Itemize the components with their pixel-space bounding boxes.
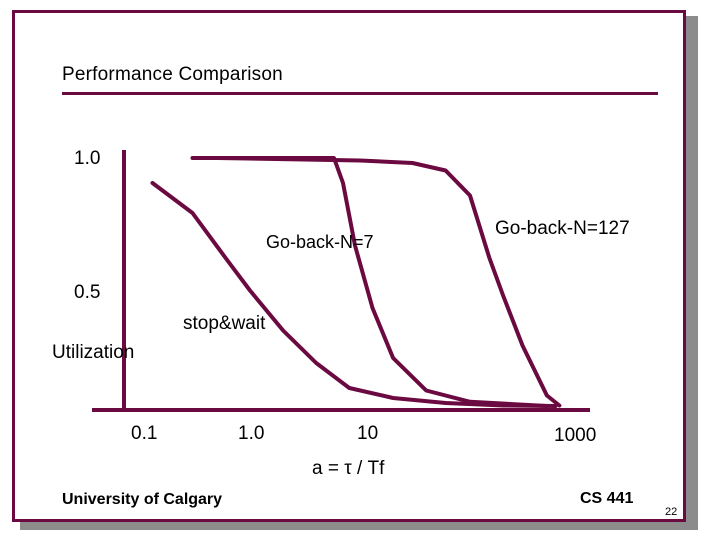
footer-university: University of Calgary bbox=[62, 491, 223, 508]
label-go-back-n-127: Go-back-N=127 bbox=[495, 218, 630, 239]
title-underline bbox=[62, 92, 658, 95]
label-go-back-n-7: Go-back-N=7 bbox=[266, 232, 374, 252]
y-axis-label: Utilization bbox=[52, 342, 135, 363]
x-tick-0-1: 0.1 bbox=[131, 423, 158, 444]
page-number: 22 bbox=[665, 506, 678, 518]
x-axis-label: a = τ / Tf bbox=[312, 458, 385, 479]
curve-stop-wait bbox=[150, 181, 558, 408]
label-stop-and-wait: stop&wait bbox=[183, 313, 266, 334]
x-tick-10: 10 bbox=[357, 423, 379, 444]
y-tick-1-0: 1.0 bbox=[74, 148, 101, 169]
x-tick-1000: 1000 bbox=[554, 425, 597, 446]
x-tick-1-0: 1.0 bbox=[238, 423, 265, 444]
footer-course: CS 441 bbox=[580, 490, 634, 507]
curve-go-back-n-127 bbox=[214, 156, 562, 408]
slide-title: Performance Comparison bbox=[62, 64, 283, 85]
y-tick-0-5: 0.5 bbox=[74, 282, 101, 303]
